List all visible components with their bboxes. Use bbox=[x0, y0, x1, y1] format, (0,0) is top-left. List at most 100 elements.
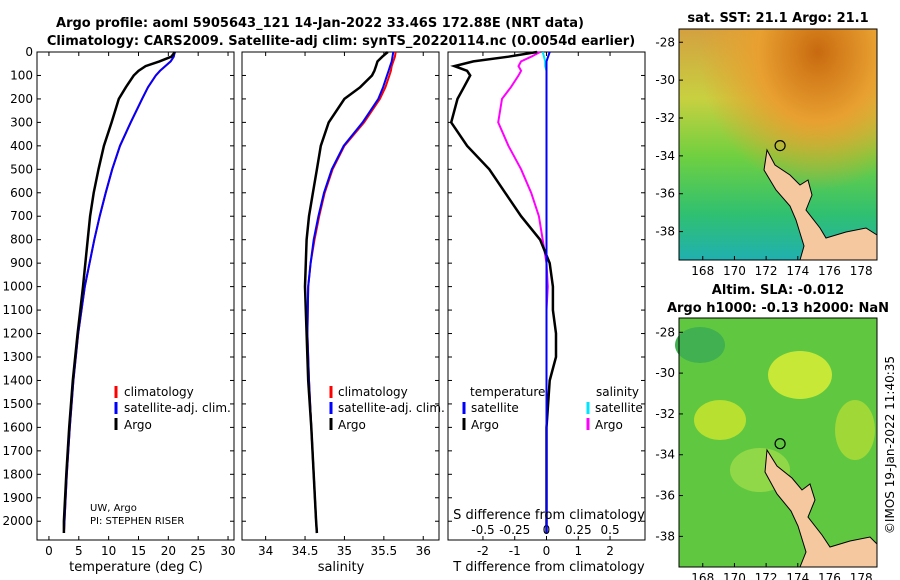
salinity-xlabel: salinity bbox=[318, 560, 365, 575]
sla-high-patch bbox=[768, 351, 832, 399]
depth-tick-label: 500 bbox=[10, 162, 33, 176]
depth-tick-label: 1500 bbox=[2, 397, 33, 411]
sst-map-frame bbox=[678, 28, 878, 261]
map-lat-label: -28 bbox=[655, 325, 675, 339]
legend-clim-label: climatology bbox=[124, 385, 194, 399]
map-lat-label: -38 bbox=[655, 529, 675, 543]
depth-tick-label: 1300 bbox=[2, 350, 33, 364]
depth-tick-label: 1700 bbox=[2, 444, 33, 458]
legend-sat-label: satellite-adj. clim. bbox=[338, 401, 445, 415]
tdiff-tick-label: -2 bbox=[477, 544, 489, 558]
imos-watermark: ©IMOS 19-Jan-2022 11:40:35 bbox=[883, 356, 897, 534]
legend-argo-label: Argo bbox=[124, 418, 152, 432]
map-lat-label: -34 bbox=[655, 448, 675, 462]
map-lon-label: 168 bbox=[691, 264, 714, 278]
salinity-argo-line bbox=[303, 51, 389, 534]
legend-t-sat-label: satellite bbox=[471, 401, 519, 415]
depth-tick-label: 1100 bbox=[2, 303, 33, 317]
sst-float-marker bbox=[774, 140, 786, 152]
title-line-1: Argo profile: aoml 5905643_121 14-Jan-20… bbox=[56, 16, 584, 31]
sst-warm-patch bbox=[679, 29, 877, 260]
salinity-tick-label: 36 bbox=[416, 544, 431, 558]
depth-tick-label: 700 bbox=[10, 209, 33, 223]
map-lon-label: 174 bbox=[786, 571, 809, 580]
sla-low-patch bbox=[675, 327, 725, 363]
depth-tick-label: 1900 bbox=[2, 491, 33, 505]
map-lat-label: -28 bbox=[655, 35, 675, 49]
salinity-tick-label: 35.5 bbox=[370, 544, 397, 558]
depth-tick-label: 600 bbox=[10, 186, 33, 200]
map-lon-label: 174 bbox=[786, 264, 809, 278]
tdiff-tick-label: 0 bbox=[543, 544, 551, 558]
temperature-tick-label: 0 bbox=[45, 544, 53, 558]
map-lat-label: -38 bbox=[655, 225, 675, 239]
sla-map-title: Altim. SLA: -0.012 bbox=[712, 283, 844, 298]
temperature-tick-label: 25 bbox=[191, 544, 206, 558]
temperature-argo-line bbox=[62, 51, 176, 533]
legend-s-sat-label: satellite bbox=[595, 401, 643, 415]
depth-tick-label: 0 bbox=[25, 45, 33, 59]
sla-float-marker bbox=[774, 438, 786, 450]
depth-tick-label: 1200 bbox=[2, 327, 33, 341]
sla-high-patch bbox=[835, 400, 875, 460]
temperature-tick-label: 30 bbox=[220, 544, 235, 558]
legend-t-argo-label: Argo bbox=[471, 418, 499, 432]
map-lat-label: -32 bbox=[655, 407, 675, 421]
sla-map-subtitle: Argo h1000: -0.13 h2000: NaN bbox=[667, 301, 889, 316]
map-lon-label: 178 bbox=[850, 571, 873, 580]
depth-tick-label: 1800 bbox=[2, 467, 33, 481]
salinity-tick-label: 34 bbox=[258, 544, 273, 558]
depth-tick-label: 1000 bbox=[2, 280, 33, 294]
temperature-legend: climatology satellite-adj. clim. Argo bbox=[114, 385, 231, 432]
depth-tick-label: 900 bbox=[10, 256, 33, 270]
tdiff-tick-label: -1 bbox=[509, 544, 521, 558]
map-lat-label: -34 bbox=[655, 149, 675, 163]
temperature-diff-satellite-line bbox=[545, 51, 551, 533]
temperature-plot-area bbox=[36, 51, 235, 541]
sdiff-tick-label: -0.25 bbox=[499, 523, 530, 537]
map-lat-label: -36 bbox=[655, 489, 675, 503]
tdiff-tick-label: 2 bbox=[606, 544, 614, 558]
temperature-tick-label: 20 bbox=[161, 544, 176, 558]
map-lat-label: -30 bbox=[655, 73, 675, 87]
salinity-tick-label: 35 bbox=[337, 544, 352, 558]
title-line-2: Climatology: CARS2009. Satellite-adj cli… bbox=[47, 34, 635, 49]
sla-land bbox=[764, 448, 878, 568]
legend-salinity-title: salinity bbox=[596, 385, 639, 399]
sla-high-patch bbox=[694, 400, 746, 440]
depth-tick-label: 800 bbox=[10, 233, 33, 247]
sla-map-frame bbox=[678, 317, 878, 568]
map-lon-label: 170 bbox=[723, 571, 746, 580]
temperature-xlabel: temperature (deg C) bbox=[69, 560, 203, 575]
legend-sat-label: satellite-adj. clim. bbox=[124, 401, 231, 415]
sst-map bbox=[678, 28, 878, 261]
map-lon-label: 176 bbox=[818, 264, 841, 278]
depth-tick-label: 1600 bbox=[2, 420, 33, 434]
map-lon-label: 170 bbox=[723, 264, 746, 278]
depth-tick-label: 2000 bbox=[2, 514, 33, 528]
depth-tick-label: 200 bbox=[10, 92, 33, 106]
legend-temperature-title: temperature bbox=[470, 385, 545, 399]
depth-tick-label: 300 bbox=[10, 115, 33, 129]
map-lon-label: 172 bbox=[755, 571, 778, 580]
tdiff-tick-label: 1 bbox=[574, 544, 582, 558]
depth-tick-label: 400 bbox=[10, 139, 33, 153]
sst-map-title: sat. SST: 21.1 Argo: 21.1 bbox=[687, 11, 868, 26]
map-lat-label: -32 bbox=[655, 111, 675, 125]
salinity-plot-area bbox=[241, 51, 440, 541]
salinity-tick-label: 34.5 bbox=[292, 544, 319, 558]
temperature-tick-label: 15 bbox=[131, 544, 146, 558]
depth-tick-label: 100 bbox=[10, 68, 33, 82]
map-lat-label: -36 bbox=[655, 187, 675, 201]
difference-legend: temperature salinity satellite Argo sate… bbox=[462, 385, 643, 432]
sdiff-tick-label: 0.5 bbox=[601, 523, 620, 537]
map-lon-label: 168 bbox=[691, 571, 714, 580]
map-lat-label: -30 bbox=[655, 366, 675, 380]
sst-land bbox=[763, 148, 878, 261]
legend-argo-label: Argo bbox=[338, 418, 366, 432]
map-lon-label: 178 bbox=[850, 264, 873, 278]
legend-s-argo-label: Argo bbox=[595, 418, 623, 432]
map-lon-label: 172 bbox=[755, 264, 778, 278]
legend-clim-label: climatology bbox=[338, 385, 408, 399]
